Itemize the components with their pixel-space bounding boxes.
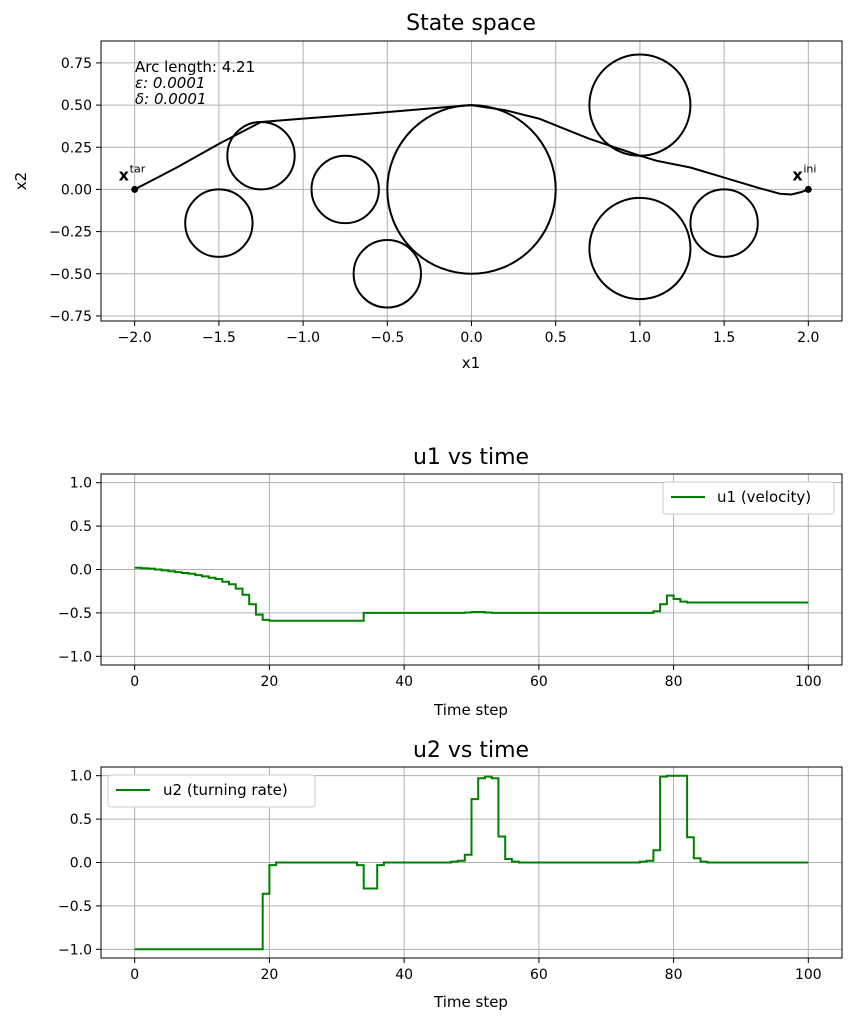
y-tick-label: 0.50	[61, 98, 92, 114]
series-step-line	[134, 566, 809, 622]
u2-title: u2 vs time	[413, 738, 529, 763]
y-tick-label: 0.00	[61, 182, 92, 198]
y-tick-label: 1.0	[70, 476, 92, 492]
u2-legend-label: u2 (turning rate)	[163, 781, 288, 799]
y-tick-label: 1.0	[70, 769, 92, 785]
obstacle-circle	[184, 188, 254, 258]
x-tick-label: −0.5	[370, 330, 404, 346]
arc-length-annotation: Arc length: 4.21	[135, 58, 255, 76]
y-tick-label: −0.5	[58, 606, 92, 622]
y-tick-label: −1.0	[58, 649, 92, 665]
y-tick-label: −0.75	[49, 309, 92, 325]
y-tick-label: 0.5	[70, 519, 92, 535]
trajectory-line	[134, 104, 809, 196]
x-tick-label: 20	[260, 674, 278, 690]
obstacle-circle	[310, 154, 380, 225]
y-tick-label: 0.0	[70, 856, 92, 872]
x-tick-label: 1.0	[629, 330, 651, 346]
state-space-panel: State space x1 x2 −2.0 −1.5 −1.0 −0.5 0.0 0.5…	[12, 11, 843, 372]
u1-xlabel: Time step	[433, 701, 508, 719]
x-tick-label: 100	[795, 967, 822, 983]
state-point-label-tar: x	[119, 165, 130, 184]
obstacle-circle	[689, 188, 759, 258]
y-tick-label: 0.0	[70, 563, 92, 579]
u2-xlabel: Time step	[433, 993, 508, 1011]
state-point-sup-ini: ini	[803, 162, 816, 175]
u1-frame	[100, 473, 843, 666]
state-space-ylabel: x2	[12, 172, 30, 190]
x-tick-label: 0	[130, 967, 139, 983]
obstacle-circle	[226, 120, 296, 191]
x-tick-label: −1.0	[286, 330, 320, 346]
state-point-ini	[804, 185, 812, 193]
x-tick-label: 40	[395, 967, 413, 983]
x-tick-label: 60	[530, 674, 548, 690]
state-point-sup-tar: tar	[130, 162, 146, 175]
y-tick-label: 0.25	[61, 140, 92, 156]
x-tick-label: 100	[795, 674, 822, 690]
y-tick-label: −0.50	[49, 267, 92, 283]
x-tick-label: 0.0	[460, 330, 482, 346]
state-space-xlabel: x1	[462, 354, 480, 372]
state-space-frame	[100, 40, 843, 322]
x-tick-label: 0	[130, 674, 139, 690]
x-tick-label: −2.0	[118, 330, 152, 346]
delta-annotation: δ: 0.0001	[135, 90, 206, 108]
u2-legend: u2 (turning rate)	[107, 774, 316, 808]
x-tick-label: 2.0	[797, 330, 819, 346]
y-tick-label: 0.5	[70, 812, 92, 828]
u1-panel: u1 vs time Time step 0 20 40 60 80 100 −1.0 −0.…	[58, 445, 843, 719]
y-tick-label: 0.75	[61, 56, 92, 72]
epsilon-annotation: ε: 0.0001	[135, 74, 205, 92]
u1-legend: u1 (velocity)	[662, 481, 835, 515]
state-space-title: State space	[406, 11, 536, 36]
state-point-tar	[131, 185, 139, 193]
y-tick-label: −0.5	[58, 899, 92, 915]
y-tick-label: −0.25	[49, 225, 92, 241]
obstacle-circle	[588, 196, 692, 301]
x-tick-label: 40	[395, 674, 413, 690]
x-tick-label: 0.5	[545, 330, 567, 346]
u2-frame	[100, 766, 843, 959]
x-tick-label: 80	[665, 674, 683, 690]
obstacle-circle	[352, 239, 422, 309]
x-tick-label: 60	[530, 967, 548, 983]
x-tick-label: −1.5	[202, 330, 236, 346]
y-tick-label: −1.0	[58, 942, 92, 958]
x-tick-label: 20	[260, 967, 278, 983]
u1-title: u1 vs time	[413, 445, 529, 470]
state-point-label-ini: x	[792, 165, 803, 184]
u2-panel: u2 vs time Time step 0 20 40 60 80 100 −1.0 −0.…	[58, 738, 843, 1011]
x-tick-label: 1.5	[713, 330, 735, 346]
x-tick-label: 80	[665, 967, 683, 983]
series-step-line	[134, 774, 809, 951]
u1-legend-label: u1 (velocity)	[717, 488, 811, 506]
